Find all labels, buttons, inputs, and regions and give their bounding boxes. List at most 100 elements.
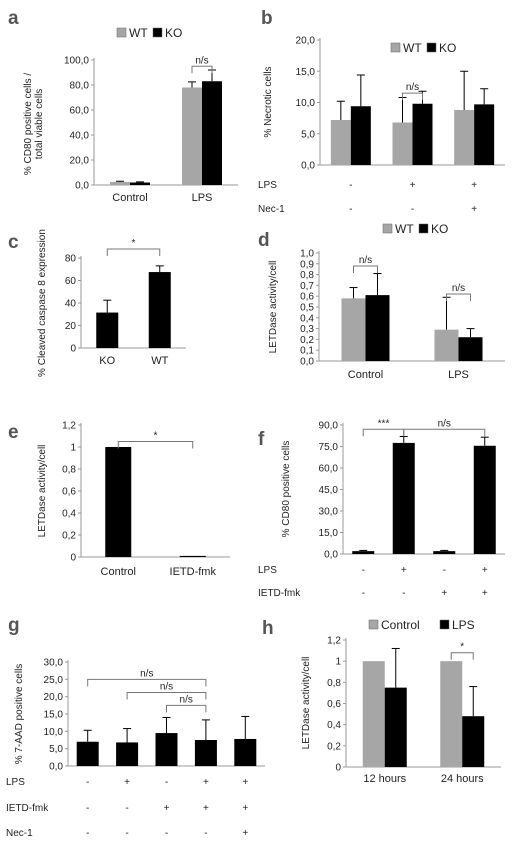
condition-value-b: +: [471, 180, 477, 191]
y-tick-label-d: 0,9: [300, 259, 314, 270]
y-tick-label-e: 0: [70, 553, 76, 564]
x-tick-label-h: 12 hours: [363, 773, 406, 785]
bar-h-LPS-1: [462, 716, 485, 767]
legend-label-b: WT: [403, 41, 422, 55]
condition-value-b: -: [411, 204, 414, 215]
condition-value-g: -: [86, 803, 89, 814]
y-tick-label-e: 0,2: [62, 531, 76, 542]
bar-e-value-1: [179, 555, 206, 557]
condition-value-b: -: [349, 204, 352, 215]
bar-a-WT-0: [110, 181, 130, 185]
y-tick-label-d: 0,7: [300, 281, 314, 292]
panel-label-h: h: [262, 618, 274, 639]
y-tick-label-e: 0,6: [62, 487, 76, 498]
y-tick-label-e: 0,8: [62, 465, 76, 476]
y-tick-label-e: 1,2: [62, 421, 76, 432]
condition-value-g: -: [86, 777, 89, 788]
y-axis-label-b: % Necrotic cells: [263, 66, 274, 137]
x-tick-label-d: LPS: [448, 369, 469, 381]
y-tick-label-e: 1: [70, 443, 76, 454]
y-tick-label-b: 0,0: [301, 161, 315, 172]
condition-label-f: LPS: [258, 565, 277, 576]
condition-value-b: -: [349, 180, 352, 191]
y-tick-label-h: 0,6: [327, 699, 341, 710]
bar-b-WT-0: [330, 120, 351, 165]
legend-swatch-a: [152, 27, 163, 38]
bar-a-WT-1: [182, 87, 202, 185]
legend-swatch-b: [426, 42, 437, 53]
panel-label-c: c: [8, 232, 19, 253]
condition-label-g: LPS: [6, 777, 25, 788]
significance-bracket-f: [403, 428, 486, 437]
y-tick-label-b: 15,0: [296, 67, 316, 78]
y-tick-label-f: 60,0: [319, 464, 339, 475]
y-tick-label-d: 0,8: [300, 270, 314, 281]
condition-label-g: Nec-1: [6, 828, 33, 839]
x-tick-label-c: KO: [99, 355, 115, 367]
condition-value-g: -: [125, 803, 128, 814]
condition-value-f: +: [441, 588, 447, 599]
y-tick-label-f: 90,0: [319, 421, 339, 432]
condition-value-f: -: [402, 588, 405, 599]
y-tick-label-g: 0,0: [49, 762, 63, 773]
bar-f-value-0: [352, 551, 375, 554]
significance-bracket-g: [126, 692, 207, 700]
condition-value-g: -: [86, 828, 89, 839]
y-tick-label-d: 0,4: [300, 313, 314, 324]
y-tick-label-h: 0: [335, 763, 341, 774]
bar-e-value-0: [105, 447, 132, 557]
y-tick-label-g: 5,0: [49, 744, 63, 755]
y-tick-label-b: 10,0: [296, 98, 316, 109]
legend-swatch-h: [439, 619, 450, 630]
significance-bracket-g: [166, 704, 207, 713]
y-tick-label-g: 15,0: [44, 710, 64, 721]
y-tick-label-f: 45,0: [319, 485, 339, 496]
y-tick-label-c: 60: [65, 276, 77, 287]
condition-label-b: LPS: [258, 180, 277, 191]
panel-label-e: e: [8, 422, 19, 443]
y-tick-label-g: 25,0: [44, 675, 64, 686]
x-tick-label-e: Control: [101, 566, 136, 578]
y-tick-label-c: 0: [70, 344, 76, 355]
y-tick-label-h: 0,4: [327, 720, 341, 731]
y-tick-label-d: 0,6: [300, 292, 314, 303]
condition-value-f: +: [401, 565, 407, 576]
condition-value-g: +: [164, 803, 170, 814]
significance-label-e: *: [154, 431, 158, 442]
y-tick-label-d: 0,3: [300, 324, 314, 335]
y-tick-label-c: 20: [65, 321, 77, 332]
y-tick-label-d: 0,0: [300, 357, 314, 368]
significance-bracket-b: [402, 92, 423, 101]
condition-label-f: IETD-fmk: [258, 588, 301, 599]
x-tick-label-d: Control: [348, 369, 383, 381]
significance-bracket-d: [446, 293, 471, 302]
y-tick-label-e: 0,4: [62, 509, 76, 520]
significance-label-a: n/s: [195, 55, 208, 66]
y-tick-label-a: 100,0: [64, 56, 89, 67]
y-tick-label-d: 1,0: [300, 249, 314, 260]
bar-b-WT-2: [454, 110, 475, 165]
x-tick-label-a: Control: [112, 192, 147, 204]
y-tick-label-f: 30,0: [319, 507, 339, 518]
significance-label-b: n/s: [406, 82, 419, 93]
legend-label-h: Control: [381, 618, 420, 632]
significance-label-f: ***: [378, 418, 390, 429]
y-tick-label-d: 0,2: [300, 335, 314, 346]
significance-label-g: n/s: [140, 668, 153, 679]
condition-label-g: IETD-fmk: [6, 803, 49, 814]
panel-label-d: d: [258, 230, 270, 251]
y-tick-label-h: 1: [335, 657, 341, 668]
y-tick-label-a: 80,0: [70, 81, 90, 92]
significance-bracket-c: [106, 248, 161, 256]
x-tick-label-a: LPS: [192, 192, 213, 204]
y-axis-label-a: % CD80 positive cells /total viable cell…: [23, 73, 45, 175]
bar-f-value-1: [392, 442, 415, 554]
significance-label-g: n/s: [180, 694, 193, 705]
bar-b-WT-1: [392, 122, 413, 165]
significance-bracket-d: [353, 265, 378, 273]
y-axis-label-d: LETDase activity/cell: [268, 261, 279, 354]
y-axis-label-h: LETDase activity/cell: [301, 657, 312, 750]
x-tick-label-c: WT: [151, 355, 168, 367]
condition-value-b: +: [410, 180, 416, 191]
